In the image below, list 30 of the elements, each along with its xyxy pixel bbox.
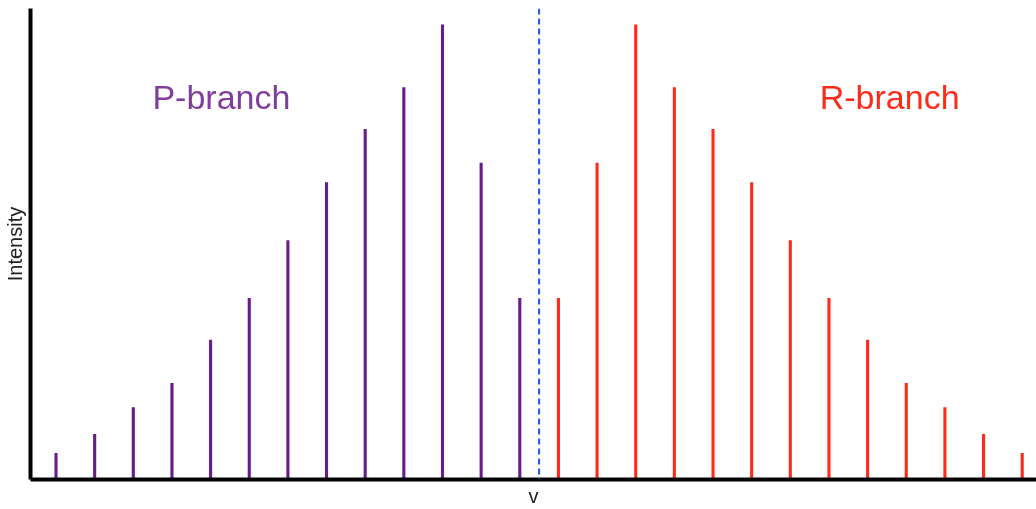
bar xyxy=(170,383,174,480)
bar xyxy=(788,240,792,480)
bar xyxy=(209,339,213,480)
bar xyxy=(286,240,290,480)
bar xyxy=(325,182,329,480)
bar xyxy=(672,87,676,480)
y-axis-title: Intensity xyxy=(3,206,26,282)
bar xyxy=(93,433,97,480)
bar xyxy=(866,339,870,480)
bar xyxy=(247,297,251,480)
annotation: R-branch xyxy=(819,78,960,117)
bar xyxy=(711,129,715,480)
bar xyxy=(402,87,406,480)
bar xyxy=(54,453,58,480)
bar xyxy=(479,162,483,480)
bar xyxy=(634,24,638,480)
x-axis-title: v xyxy=(528,484,539,507)
bar xyxy=(363,129,367,480)
bar xyxy=(904,383,908,480)
bar xyxy=(595,162,599,480)
bar xyxy=(556,297,560,480)
bar xyxy=(131,407,135,480)
bar xyxy=(982,433,986,480)
bar xyxy=(943,407,947,480)
bar xyxy=(518,297,522,480)
annotation: P-branch xyxy=(152,78,291,117)
bar xyxy=(750,182,754,480)
bar xyxy=(827,297,831,480)
bar xyxy=(440,24,445,480)
bar xyxy=(1020,453,1024,480)
